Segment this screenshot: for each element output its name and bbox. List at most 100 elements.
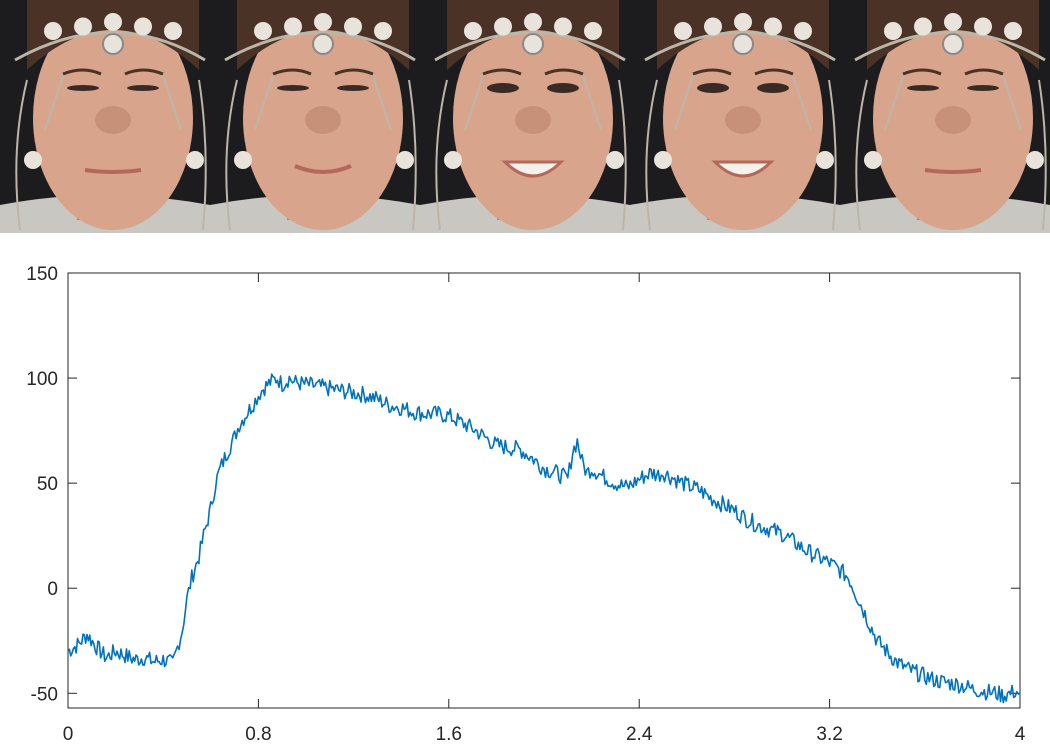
right-brow	[544, 68, 584, 76]
nose	[305, 106, 341, 134]
mouth	[294, 164, 352, 174]
electrode	[674, 22, 692, 40]
wire	[1038, 79, 1047, 231]
mouth	[924, 168, 982, 174]
nose	[935, 106, 971, 134]
electrode	[734, 13, 752, 31]
right-brow	[964, 68, 1004, 76]
nose	[95, 106, 131, 134]
face-frame-5	[840, 0, 1050, 233]
y-tick-label: 0	[47, 579, 58, 600]
wire	[225, 79, 238, 231]
electrode	[704, 17, 722, 36]
electrode	[764, 17, 782, 36]
electrode	[554, 17, 572, 36]
left-eye	[907, 85, 939, 91]
electrode	[396, 151, 414, 169]
left-brow	[692, 68, 732, 76]
face-frame-2	[210, 0, 421, 233]
electrode	[942, 33, 964, 55]
hair	[27, 0, 199, 70]
electrode	[464, 22, 482, 40]
electrode	[374, 22, 392, 40]
cap-band	[854, 31, 1046, 62]
electrode	[816, 151, 834, 169]
right-eye	[547, 83, 579, 93]
electrode	[234, 151, 252, 169]
wire	[855, 79, 868, 231]
electrode	[344, 17, 362, 36]
strap	[884, 69, 906, 131]
electrode	[732, 33, 754, 55]
left-brow	[902, 68, 942, 76]
electrode	[254, 22, 272, 40]
strap	[370, 69, 392, 131]
left-eye	[487, 83, 519, 93]
mouth	[84, 168, 142, 174]
right-brow	[124, 68, 164, 76]
wire	[645, 79, 658, 231]
mouth	[501, 160, 565, 178]
wire	[408, 79, 417, 231]
face-frame-3	[420, 0, 631, 233]
wire	[435, 79, 448, 231]
y-tick-label: 100	[26, 369, 58, 390]
electrode	[522, 33, 544, 55]
strap	[1000, 69, 1022, 131]
electrode	[494, 17, 512, 36]
face-frame-4	[630, 0, 841, 233]
right-brow	[334, 68, 374, 76]
face-frames-strip	[0, 0, 1050, 233]
electrode	[74, 17, 92, 36]
x-tick-label: 0.8	[245, 724, 271, 745]
mouth	[711, 160, 775, 178]
strap	[254, 69, 276, 131]
x-tick-label: 2.4	[626, 724, 653, 745]
electrode	[134, 17, 152, 36]
strap	[160, 69, 182, 131]
electrode	[654, 151, 672, 169]
hair	[657, 0, 829, 70]
electrode	[284, 17, 302, 36]
left-eye	[67, 85, 99, 91]
left-eye	[277, 85, 309, 91]
electrode	[794, 22, 812, 40]
electrode	[314, 13, 332, 31]
nose	[515, 106, 551, 134]
electrode	[186, 151, 204, 169]
right-eye	[967, 85, 999, 91]
electrode	[974, 17, 992, 36]
nose	[725, 106, 761, 134]
electrode	[884, 22, 902, 40]
y-tick-label: 50	[37, 474, 58, 495]
electrode	[444, 151, 462, 169]
wire	[828, 79, 837, 231]
x-tick-label: 1.6	[436, 724, 462, 745]
right-eye	[337, 85, 369, 91]
cap-band	[644, 31, 836, 62]
electrode	[944, 13, 962, 31]
electrode	[524, 13, 542, 31]
strap	[790, 69, 812, 131]
strap	[44, 69, 66, 131]
strap	[464, 69, 486, 131]
left-brow	[272, 68, 312, 76]
electrode	[312, 33, 334, 55]
electrode	[44, 22, 62, 40]
left-brow	[62, 68, 102, 76]
x-tick-label: 0	[63, 724, 74, 745]
face-frame-1	[0, 0, 211, 233]
hair	[237, 0, 409, 70]
electrode	[102, 33, 124, 55]
right-eye	[757, 83, 789, 93]
electrode	[584, 22, 602, 40]
hair	[447, 0, 619, 70]
electrode	[24, 151, 42, 169]
right-eye	[127, 85, 159, 91]
y-tick-label: -50	[31, 684, 58, 705]
left-eye	[697, 83, 729, 93]
x-tick-label: 3.2	[816, 724, 842, 745]
strap	[580, 69, 602, 131]
electrode	[1026, 151, 1044, 169]
